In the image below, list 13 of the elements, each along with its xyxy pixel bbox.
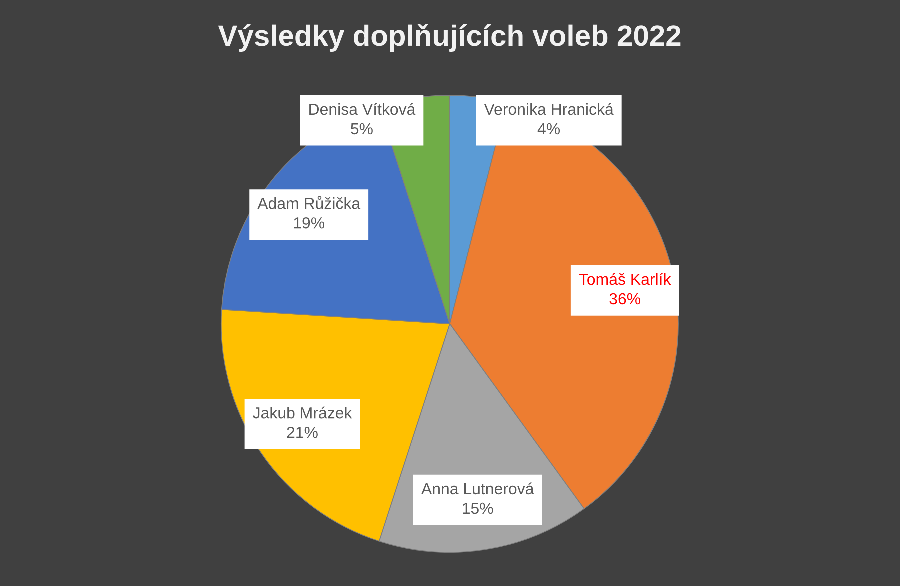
chart-title: Výsledky doplňujících voleb 2022	[218, 24, 681, 52]
data-label: 15%	[463, 502, 494, 514]
data-label: 5%	[351, 123, 373, 135]
slice-label: Denisa Vítková	[310, 103, 416, 116]
data-label: 4%	[538, 123, 560, 135]
slice-label: Adam Růžička	[258, 196, 361, 210]
data-label: 19%	[294, 218, 325, 229]
slice-label: Jakub Mrázek	[253, 406, 352, 419]
data-label: 36%	[610, 293, 640, 305]
slice-label: Tomáš Karlík	[579, 273, 672, 286]
data-label: 21%	[287, 426, 318, 438]
slice-label: Veronika Hranická	[484, 103, 614, 116]
slice-label: Anna Lutnerová	[421, 482, 534, 495]
